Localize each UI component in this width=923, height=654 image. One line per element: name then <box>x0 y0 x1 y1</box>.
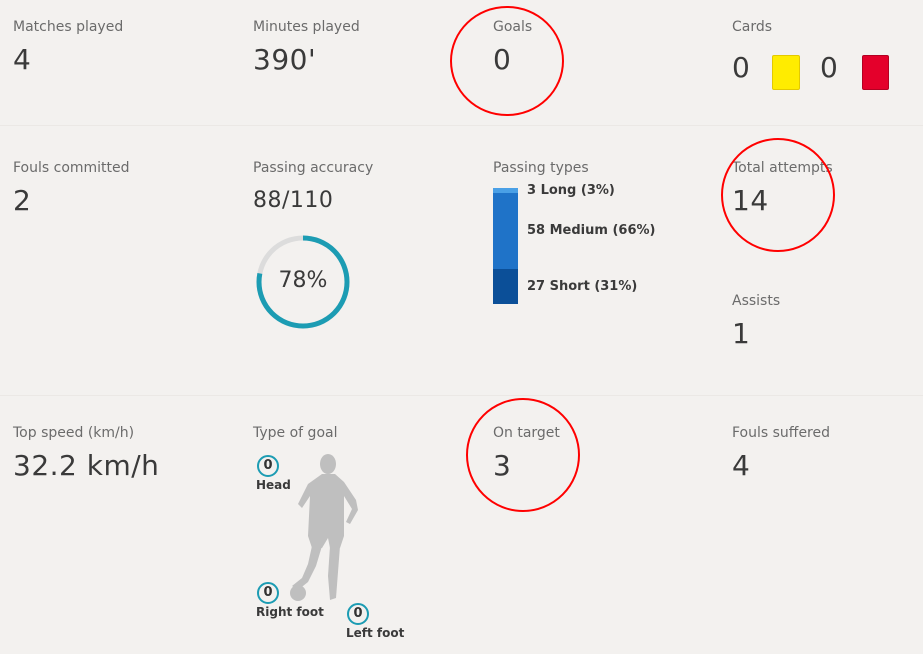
passing-long-label: 3 Long (3%) <box>527 183 615 198</box>
matches-played-value: 4 <box>13 43 32 76</box>
total-attempts-highlight-circle <box>721 138 835 252</box>
on-target-highlight-circle <box>466 398 580 512</box>
fouls-committed-stat: Fouls committed 2 <box>13 160 130 217</box>
minutes-played-value: 390' <box>253 43 317 76</box>
passing-accuracy-stat: Passing accuracy 88/110 <box>253 160 373 213</box>
minutes-played-label: Minutes played <box>253 19 360 35</box>
fouls-committed-value: 2 <box>13 184 32 217</box>
top-speed-stat: Top speed (km/h) 32.2 km/h <box>13 425 159 482</box>
fouls-suffered-label: Fouls suffered <box>732 425 830 441</box>
left-foot-goals-badge: 0 <box>347 603 369 625</box>
fouls-committed-label: Fouls committed <box>13 160 130 176</box>
fouls-suffered-value: 4 <box>732 449 751 482</box>
assists-label: Assists <box>732 293 781 309</box>
row-divider-2 <box>0 395 923 396</box>
type-of-goal-label: Type of goal <box>253 425 338 441</box>
passing-accuracy-label: Passing accuracy <box>253 160 374 176</box>
passing-bar-short <box>493 269 518 304</box>
ring-progress <box>256 235 350 329</box>
player-silhouette-icon <box>290 454 358 601</box>
matches-played-stat: Matches played 4 <box>13 19 123 76</box>
yellow-card-icon <box>772 55 800 90</box>
goals-highlight-circle <box>450 6 564 116</box>
passing-accuracy-percent: 78% <box>278 268 328 293</box>
passing-bar-medium <box>493 193 518 269</box>
passing-medium-label: 58 Medium (66%) <box>527 223 656 238</box>
cards-stat: Cards <box>732 19 772 35</box>
red-cards-value: 0 <box>820 51 839 84</box>
passing-bar-long <box>493 188 518 193</box>
row-divider-1 <box>0 125 923 126</box>
passing-short-label: 27 Short (31%) <box>527 279 638 294</box>
assists-value: 1 <box>732 317 751 350</box>
passing-types-label: Passing types <box>493 160 589 176</box>
left-foot-goals-label: Left foot <box>346 626 405 640</box>
right-foot-goals-label: Right foot <box>256 605 324 619</box>
fouls-suffered-stat: Fouls suffered 4 <box>732 425 830 482</box>
top-speed-value: 32.2 km/h <box>13 449 160 482</box>
top-speed-label: Top speed (km/h) <box>13 425 135 441</box>
red-card-icon <box>862 55 889 90</box>
assists-stat: Assists 1 <box>732 293 780 350</box>
matches-played-label: Matches played <box>13 19 124 35</box>
head-goals-badge: 0 <box>257 455 279 477</box>
passing-accuracy-ring <box>256 235 350 329</box>
type-of-goal-stat: Type of goal <box>253 425 337 441</box>
passing-accuracy-value: 88/110 <box>253 188 334 213</box>
yellow-cards-value: 0 <box>732 51 751 84</box>
minutes-played-stat: Minutes played 390' <box>253 19 360 76</box>
cards-label: Cards <box>732 19 773 35</box>
passing-types-stat: Passing types <box>493 160 589 176</box>
right-foot-goals-badge: 0 <box>257 582 279 604</box>
head-goals-label: Head <box>256 478 291 492</box>
